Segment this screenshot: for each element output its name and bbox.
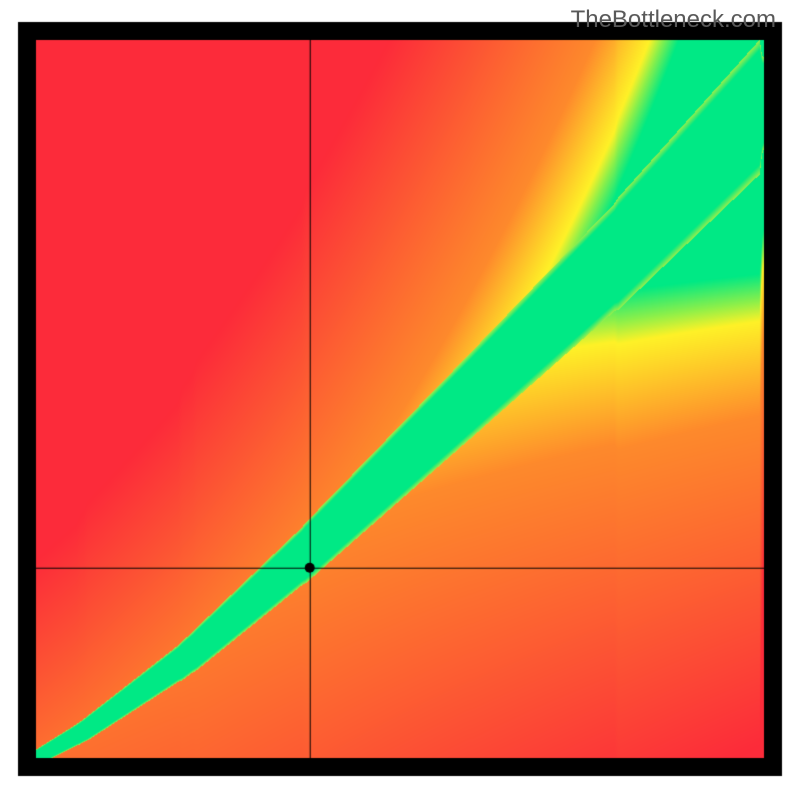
bottleneck-heatmap bbox=[0, 0, 800, 800]
watermark-text: TheBottleneck.com bbox=[571, 6, 776, 34]
chart-container: TheBottleneck.com bbox=[0, 0, 800, 800]
